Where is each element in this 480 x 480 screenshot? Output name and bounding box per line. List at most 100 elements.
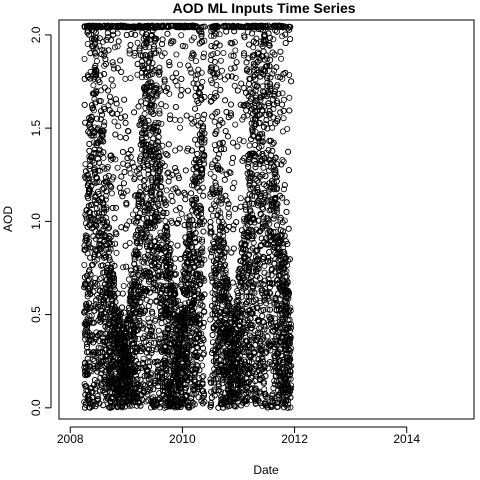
data-point (161, 50, 168, 57)
data-point (267, 83, 274, 90)
data-point (178, 210, 185, 217)
data-point (134, 218, 141, 225)
data-point (248, 358, 255, 365)
data-point (96, 276, 103, 283)
data-point (187, 375, 194, 382)
data-point (109, 82, 116, 89)
data-point (284, 126, 291, 133)
data-point (166, 90, 173, 97)
data-point (91, 49, 98, 56)
data-point (114, 30, 121, 37)
data-point (93, 329, 100, 336)
data-point (136, 244, 143, 251)
data-point (208, 206, 215, 213)
data-point (108, 184, 115, 191)
data-point (280, 115, 287, 122)
data-point (250, 44, 257, 51)
chart-title: AOD ML Inputs Time Series (172, 0, 355, 16)
data-point (91, 96, 98, 103)
data-point (164, 232, 171, 239)
data-point (188, 37, 195, 44)
data-point (220, 232, 227, 239)
data-point (198, 69, 205, 76)
data-point (176, 124, 183, 131)
data-point (258, 324, 265, 331)
data-point (94, 155, 101, 162)
data-point (264, 327, 271, 334)
data-point (145, 93, 152, 100)
data-point (207, 170, 214, 177)
data-point (164, 366, 171, 373)
data-point (269, 141, 276, 148)
data-point (238, 293, 245, 300)
data-point (281, 251, 288, 258)
data-point (237, 266, 244, 273)
data-point (138, 74, 145, 81)
data-point (236, 136, 243, 143)
data-point (171, 116, 178, 123)
data-point (244, 160, 251, 167)
data-point (278, 55, 285, 62)
data-point (98, 274, 105, 281)
data-point (149, 193, 156, 200)
data-point (264, 306, 271, 313)
data-point (264, 79, 271, 86)
data-point (195, 394, 202, 401)
data-point (207, 190, 214, 197)
data-point (238, 310, 245, 317)
data-point (90, 179, 97, 186)
data-point (213, 81, 220, 88)
data-point (225, 210, 232, 217)
data-point (117, 134, 124, 141)
data-point (232, 47, 239, 54)
data-point (270, 385, 277, 392)
data-point (90, 245, 97, 252)
data-point (216, 31, 223, 38)
data-point (116, 106, 123, 113)
data-point (162, 372, 169, 379)
data-point (218, 67, 225, 74)
data-point (176, 61, 183, 68)
data-point (240, 52, 247, 59)
data-point (81, 329, 88, 336)
data-points (81, 22, 295, 411)
data-point (198, 277, 205, 284)
data-point (81, 56, 88, 63)
data-point (173, 207, 180, 214)
data-point (208, 275, 215, 282)
data-point (177, 117, 184, 124)
data-point (162, 366, 169, 373)
data-point (221, 76, 228, 83)
data-point (198, 176, 205, 183)
data-point (264, 72, 271, 79)
data-point (254, 330, 261, 337)
data-point (216, 236, 223, 243)
data-point (272, 27, 279, 34)
data-point (158, 120, 165, 127)
data-point (163, 187, 170, 194)
data-point (244, 28, 251, 35)
data-point (85, 359, 92, 366)
data-point (127, 170, 134, 177)
data-point (214, 50, 221, 57)
data-point (228, 52, 235, 59)
data-point (137, 158, 144, 165)
data-point (199, 78, 206, 85)
data-point (215, 151, 222, 158)
data-point (277, 311, 284, 318)
data-point (219, 140, 226, 147)
data-point (159, 142, 166, 149)
data-point (131, 52, 138, 59)
data-point (134, 39, 141, 46)
data-point (225, 204, 232, 211)
data-point (211, 118, 218, 125)
data-point (186, 329, 193, 336)
data-point (194, 383, 201, 390)
data-point (257, 41, 264, 48)
data-point (173, 51, 180, 58)
data-point (107, 183, 114, 190)
data-point (266, 63, 273, 70)
data-point (279, 33, 286, 40)
data-point (211, 174, 218, 181)
data-point (140, 355, 147, 362)
